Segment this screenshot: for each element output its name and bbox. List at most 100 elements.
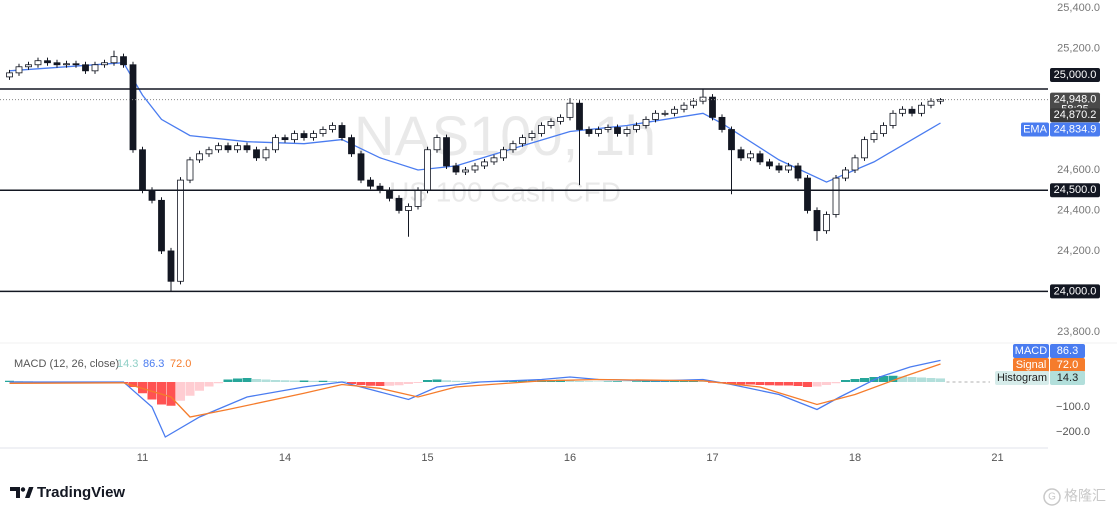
candle-body xyxy=(680,104,688,110)
histogram-bar xyxy=(404,382,413,384)
candle-body xyxy=(329,125,336,130)
candle-body xyxy=(34,60,42,66)
candle-body xyxy=(528,133,536,139)
candle-body xyxy=(196,153,203,161)
histogram-bar xyxy=(461,381,470,382)
candle-body xyxy=(110,56,118,64)
candle-body xyxy=(272,137,279,151)
candle-body xyxy=(471,165,479,171)
candle-body xyxy=(253,149,260,159)
candle-body xyxy=(234,145,241,151)
histogram-bar xyxy=(375,382,385,386)
brand: TradingView xyxy=(37,484,125,501)
candle-body xyxy=(82,64,89,72)
candle-body xyxy=(481,161,488,167)
candle-body xyxy=(91,64,99,72)
macd-tick-label: −200.0 xyxy=(1056,426,1090,438)
histogram-bar xyxy=(432,379,442,382)
candle-body xyxy=(25,64,32,68)
histogram-bar xyxy=(233,378,242,382)
macd-legend-signal: 72.0 xyxy=(170,358,191,370)
candle-body xyxy=(291,133,298,141)
candle-body xyxy=(547,121,555,126)
candle-body xyxy=(728,129,735,151)
histogram-bar xyxy=(252,379,261,382)
y-tick-label: 25,200.0 xyxy=(1057,42,1100,54)
histogram-bar xyxy=(774,382,784,386)
histogram-bar xyxy=(318,380,328,382)
candle-body xyxy=(595,129,602,134)
level-label-box xyxy=(1050,284,1100,299)
histogram-bar xyxy=(879,376,888,382)
histogram-bar xyxy=(138,382,147,394)
candle-body xyxy=(44,60,51,64)
candle-body xyxy=(500,149,507,159)
histogram-bar xyxy=(746,382,755,385)
histogram-bar xyxy=(385,382,394,386)
candle-body xyxy=(851,157,859,171)
candle-body xyxy=(861,139,868,159)
x-tick-label: 14 xyxy=(279,452,291,464)
candle-body xyxy=(462,169,469,173)
histogram-bar xyxy=(841,380,850,382)
signal-last: 72.0 xyxy=(1057,359,1078,371)
candle-body xyxy=(158,199,165,252)
histogram-bar xyxy=(176,382,185,401)
candle-body xyxy=(167,250,175,282)
macd-last-box xyxy=(1050,344,1085,358)
last-price-label: 24,948.0 xyxy=(1054,93,1097,105)
candle-body xyxy=(870,133,878,141)
marker-label: 24,870.2 xyxy=(1054,109,1097,121)
watermark-icon: G xyxy=(1043,488,1061,506)
candle-body xyxy=(614,127,621,134)
candle-body xyxy=(490,157,498,163)
candle-body xyxy=(908,108,916,114)
histogram-bar xyxy=(157,382,166,405)
histogram-bar xyxy=(166,382,176,406)
histogram-bar xyxy=(736,382,746,385)
candle-body xyxy=(243,145,251,151)
level-label: 24,500.0 xyxy=(1054,184,1097,196)
histogram-bar xyxy=(784,382,793,386)
histogram-bar xyxy=(803,382,812,387)
candle-body xyxy=(766,161,773,167)
histogram-bar xyxy=(195,382,204,391)
histogram-bar xyxy=(204,382,214,387)
candle-body xyxy=(566,102,574,118)
histogram-name-box xyxy=(995,371,1049,385)
histogram-bar xyxy=(508,380,518,382)
histogram-bar xyxy=(328,381,337,382)
level-label: 24,000.0 xyxy=(1054,285,1097,297)
candle-body xyxy=(718,116,726,130)
histogram-bar xyxy=(822,382,831,385)
histogram-bar xyxy=(309,380,318,382)
histogram-bar xyxy=(727,382,736,384)
candle-body xyxy=(927,100,935,106)
macd-tick-label: −100.0 xyxy=(1056,401,1090,413)
candle-body xyxy=(775,165,783,171)
candle-body xyxy=(633,125,640,130)
candle-body xyxy=(319,129,327,134)
candle-body xyxy=(899,108,906,114)
y-tick-label: 24,400.0 xyxy=(1057,204,1100,216)
tradingview-logo xyxy=(10,487,34,498)
histogram-bar xyxy=(347,382,356,384)
x-tick-label: 16 xyxy=(564,452,576,464)
y-tick-label: 23,800.0 xyxy=(1057,326,1100,338)
ema-last-label-box xyxy=(1050,122,1100,137)
histogram-bar xyxy=(261,379,271,382)
candle-body xyxy=(129,64,137,151)
histogram-bar xyxy=(793,382,803,386)
candle-body xyxy=(177,179,184,282)
candle-body xyxy=(405,206,412,211)
histogram-bar xyxy=(632,381,641,382)
candle-body xyxy=(604,127,612,130)
candle-body xyxy=(804,177,811,211)
histogram-bar xyxy=(907,377,917,382)
candle-body xyxy=(139,149,146,191)
candle-body xyxy=(652,112,659,120)
candle-body xyxy=(785,165,792,171)
candle-body xyxy=(395,197,403,211)
histogram-bar xyxy=(470,381,480,382)
macd-name-box xyxy=(1013,344,1049,358)
